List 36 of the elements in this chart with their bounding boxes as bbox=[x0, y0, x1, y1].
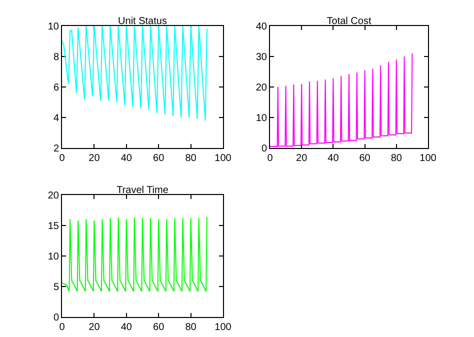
y-tick-label: 2 bbox=[53, 144, 60, 154]
x-tick-label: 60 bbox=[153, 153, 165, 164]
y-tick-label: 0 bbox=[261, 144, 268, 154]
line-series bbox=[270, 52, 413, 147]
y-tick-label: 8 bbox=[53, 52, 60, 63]
x-tick-label: 80 bbox=[390, 153, 402, 164]
chart-title: Unit Status bbox=[118, 16, 167, 27]
y-tick-label: 15 bbox=[48, 221, 60, 232]
y-tick-label: 20 bbox=[256, 82, 268, 94]
y-tick-label: 30 bbox=[256, 52, 268, 63]
x-tick-label: 100 bbox=[420, 153, 437, 164]
x-tick-label: 60 bbox=[359, 153, 371, 164]
line-series bbox=[62, 26, 208, 122]
y-tick-label: 40 bbox=[256, 22, 268, 32]
y-tick-label: 6 bbox=[53, 82, 60, 94]
x-tick-label: 40 bbox=[328, 153, 340, 164]
y-tick-label: 10 bbox=[256, 113, 268, 124]
x-tick-label: 20 bbox=[88, 153, 100, 164]
x-tick-label: 20 bbox=[296, 153, 308, 164]
x-tick-label: 20 bbox=[88, 322, 100, 333]
line-series bbox=[62, 216, 208, 292]
x-tick-label: 100 bbox=[214, 322, 232, 333]
y-tick-label: 20 bbox=[48, 190, 60, 202]
x-tick-label: 60 bbox=[153, 322, 165, 333]
y-tick-label: 5 bbox=[53, 282, 60, 293]
x-tick-label: 40 bbox=[120, 322, 132, 333]
chart-title: Total Cost bbox=[326, 16, 372, 27]
x-tick-label: 100 bbox=[214, 153, 232, 164]
x-tick-label: 80 bbox=[185, 153, 197, 164]
x-tick-label: 40 bbox=[120, 153, 132, 164]
x-tick-label: 80 bbox=[185, 322, 197, 333]
chart-title: Travel Time bbox=[116, 185, 169, 196]
y-tick-label: 4 bbox=[53, 113, 60, 124]
y-tick-label: 10 bbox=[48, 252, 60, 262]
y-tick-label: 10 bbox=[48, 22, 60, 32]
y-tick-label: 0 bbox=[53, 312, 60, 324]
